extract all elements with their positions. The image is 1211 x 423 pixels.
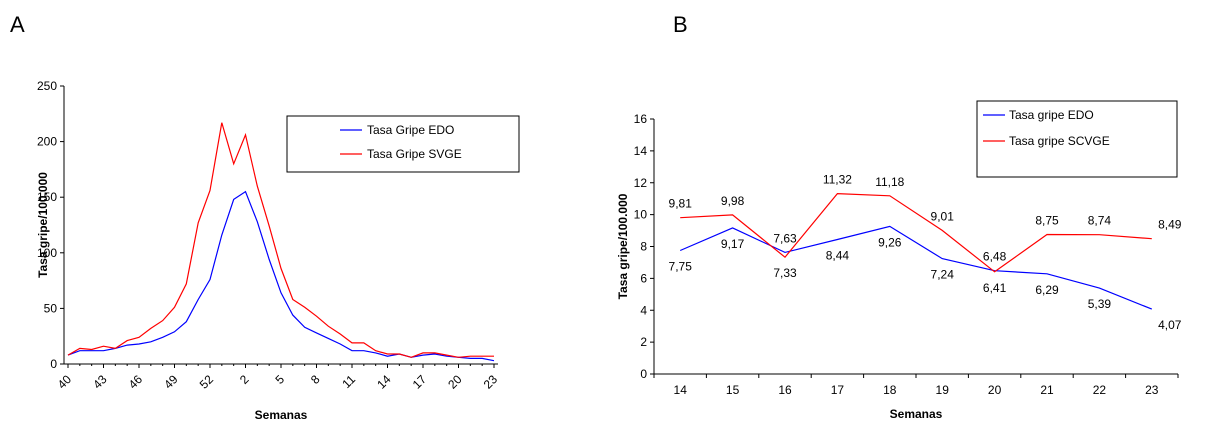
y-tick-label: 12 [634,176,648,190]
data-label-scvge: 11,18 [875,175,904,189]
x-axis-title: Semanas [890,407,943,421]
y-tick-label: 50 [44,301,58,315]
series-line-edo [67,190,495,362]
x-axis-title: Semanas [255,408,308,422]
y-tick-label: 250 [37,79,57,93]
data-label-scvge: 11,32 [823,173,852,187]
data-label-scvge: 8,74 [1088,214,1112,228]
data-label-scvge: 8,75 [1035,214,1059,228]
data-label-scvge: 8,49 [1158,218,1182,232]
x-tick-label: 15 [726,383,740,397]
data-label-scvge: 7,33 [773,266,797,280]
panel-a-label: A [10,12,25,37]
y-tick-label: 0 [50,357,57,371]
y-tick-label: 8 [640,240,647,254]
data-label-edo: 7,24 [931,268,955,282]
data-label-edo: 4,07 [1158,318,1182,332]
y-tick-label: 0 [640,367,647,381]
data-label-edo: 9,26 [878,235,902,249]
series-line-scvge [680,192,1152,273]
x-tick-label: 19 [936,383,950,397]
data-label-edo: 8,44 [826,248,850,262]
data-label-edo: 9,17 [721,237,745,251]
data-label-edo: 6,48 [983,250,1007,264]
x-tick-label: 21 [1040,383,1054,397]
data-label-scvge: 9,01 [931,209,955,223]
y-tick-label: 2 [640,335,647,349]
panel-b-label: B [673,12,688,37]
legend-entry: Tasa gripe SCVGE [1009,134,1110,148]
legend-box [286,115,520,173]
y-tick-label: 16 [634,112,648,126]
data-label-scvge: 6,41 [983,281,1007,295]
series-line-edo [679,225,1153,310]
y-tick-label: 10 [634,208,648,222]
legend-entry: Tasa Gripe SVGE [367,147,462,161]
y-tick-label: 4 [640,303,647,317]
legend-entry: Tasa Gripe EDO [367,123,454,137]
data-label-edo: 5,39 [1088,297,1112,311]
y-axis-title: Tasa gripe/100.000 [616,193,630,299]
x-tick-label: 16 [778,383,792,397]
data-label-scvge: 9,98 [721,194,745,208]
x-tick-label: 14 [674,383,688,397]
data-label-edo: 7,63 [773,231,797,245]
series-line-svge [67,122,494,358]
x-tick-label: 17 [831,383,845,397]
x-tick-label: 18 [883,383,897,397]
data-label-edo: 6,29 [1035,283,1059,297]
legend-box [976,100,1178,178]
x-tick-label: 23 [1145,383,1159,397]
legend-entry: Tasa gripe EDO [1009,108,1094,122]
x-tick-label: 20 [988,383,1002,397]
y-axis-title: Tasa gripe/100.000 [36,172,50,278]
y-tick-label: 6 [640,271,647,285]
y-tick-label: 150 [37,190,57,204]
data-label-edo: 7,75 [669,259,693,273]
data-label-scvge: 9,81 [669,197,693,211]
y-tick-label: 100 [37,246,57,260]
x-tick-label: 22 [1093,383,1107,397]
y-tick-label: 200 [37,135,57,149]
y-tick-label: 14 [634,144,648,158]
